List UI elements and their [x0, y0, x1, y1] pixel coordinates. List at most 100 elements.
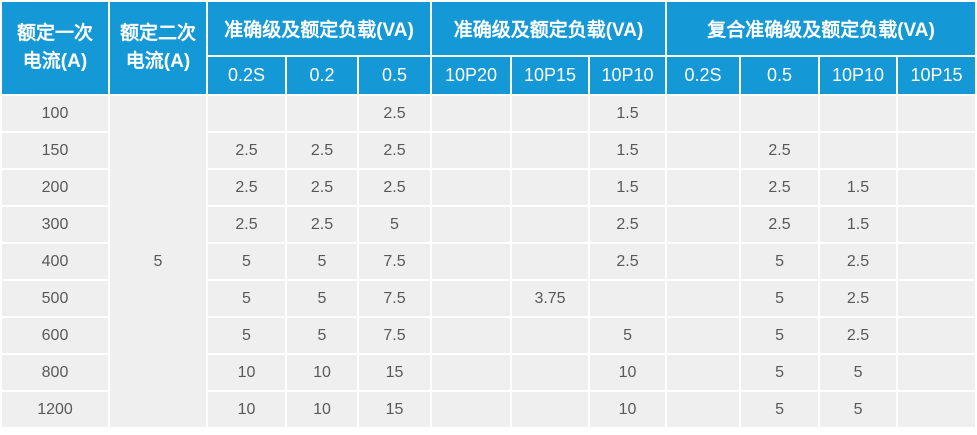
cell: 2.5: [741, 207, 819, 242]
cell: 2.5: [741, 170, 819, 205]
group-header-accuracy-2: 准确级及额定负载(VA): [432, 2, 666, 55]
cell: 2.5: [208, 133, 285, 168]
cell: 5: [741, 281, 819, 316]
cell: 2.5: [820, 318, 897, 353]
cell: [432, 133, 511, 168]
cell: 2.5: [359, 170, 431, 205]
subheader-comp-0-5: 0.5: [741, 57, 819, 94]
table-row: 400 5 5 7.5 2.5 5 2.5: [2, 244, 976, 279]
cell: 10: [287, 392, 357, 427]
cell: 5: [208, 318, 285, 353]
cell: 2.5: [820, 244, 897, 279]
cell: 2.5: [287, 207, 357, 242]
cell: [667, 170, 740, 205]
cell: 5: [590, 318, 666, 353]
cell: 2.5: [359, 96, 431, 131]
subheader-comp-10p10: 10P10: [820, 57, 897, 94]
cell: [512, 170, 589, 205]
cell: [432, 281, 511, 316]
row-primary-current: 150: [2, 133, 108, 168]
cell: 1.5: [590, 170, 666, 205]
cell: [432, 207, 511, 242]
row-primary-current: 100: [2, 96, 108, 131]
table-row: 200 2.5 2.5 2.5 1.5 2.5 1.5: [2, 170, 976, 205]
cell: 2.5: [820, 281, 897, 316]
row-primary-current: 400: [2, 244, 108, 279]
cell: 2.5: [208, 170, 285, 205]
cell: [432, 355, 511, 390]
cell: 5: [359, 207, 431, 242]
table-row: 500 5 5 7.5 3.75 5 2.5: [2, 281, 976, 316]
cell: [820, 96, 897, 131]
cell: 5: [208, 281, 285, 316]
cell: [898, 96, 976, 131]
cell: [667, 318, 740, 353]
cell: [432, 392, 511, 427]
cell: 5: [287, 281, 357, 316]
cell: [512, 207, 589, 242]
cell: 2.5: [741, 133, 819, 168]
cell: 15: [359, 355, 431, 390]
cell: [898, 170, 976, 205]
cell: [898, 355, 976, 390]
secondary-current-header-line2: 电流(A): [125, 51, 191, 72]
cell: [667, 281, 740, 316]
row-primary-current: 500: [2, 281, 108, 316]
group-header-accuracy-1: 准确级及额定负载(VA): [208, 2, 431, 55]
cell: [667, 392, 740, 427]
table-row: 150 2.5 2.5 2.5 1.5 2.5: [2, 133, 976, 168]
cell: [667, 96, 740, 131]
subheader-comp-0-2s: 0.2S: [667, 57, 740, 94]
cell: 2.5: [590, 244, 666, 279]
subheader-0-2s: 0.2S: [208, 57, 285, 94]
cell: 5: [208, 244, 285, 279]
cell: 10: [590, 355, 666, 390]
cell: [287, 96, 357, 131]
cell: [432, 96, 511, 131]
cell: [898, 207, 976, 242]
subheader-0-2: 0.2: [287, 57, 357, 94]
cell: [898, 281, 976, 316]
subheader-10p10: 10P10: [590, 57, 666, 94]
cell: 15: [359, 392, 431, 427]
header-sub-row: 0.2S 0.2 0.5 10P20 10P15 10P10 0.2S 0.5 …: [2, 57, 976, 94]
cell: 1.5: [590, 96, 666, 131]
cell: 10: [208, 392, 285, 427]
subheader-comp-10p15: 10P15: [898, 57, 976, 94]
table-row: 800 10 10 15 10 5 5: [2, 355, 976, 390]
subheader-10p15: 10P15: [512, 57, 589, 94]
table-row: 300 2.5 2.5 5 2.5 2.5 1.5: [2, 207, 976, 242]
cell: [512, 133, 589, 168]
row-primary-current: 300: [2, 207, 108, 242]
primary-current-header: 额定一次 电流(A): [2, 2, 108, 94]
cell: [667, 355, 740, 390]
cell: [512, 392, 589, 427]
table-row: 100 5 2.5 1.5: [2, 96, 976, 427]
cell: [667, 133, 740, 168]
cell: [590, 281, 666, 316]
cell: [741, 96, 819, 131]
cell: [820, 133, 897, 168]
cell: 3.75: [512, 281, 589, 316]
group-header-composite: 复合准确级及额定负载(VA): [667, 2, 976, 55]
row-primary-current: 200: [2, 170, 108, 205]
table-row: 600 5 5 7.5 5 5 2.5: [2, 318, 976, 353]
cell: [898, 392, 976, 427]
cell: [432, 244, 511, 279]
table-row: 1200 10 10 15 10 5 5: [2, 392, 976, 427]
cell: 5: [820, 355, 897, 390]
cell: [667, 244, 740, 279]
cell: [512, 355, 589, 390]
row-primary-current: 1200: [2, 392, 108, 427]
row-primary-current: 600: [2, 318, 108, 353]
secondary-current-header-line1: 额定二次: [119, 23, 196, 45]
cell: [898, 318, 976, 353]
cell: 10: [287, 355, 357, 390]
cell: 7.5: [359, 281, 431, 316]
cell: 2.5: [287, 170, 357, 205]
subheader-0-5: 0.5: [359, 57, 431, 94]
cell: 5: [287, 244, 357, 279]
cell: [512, 318, 589, 353]
